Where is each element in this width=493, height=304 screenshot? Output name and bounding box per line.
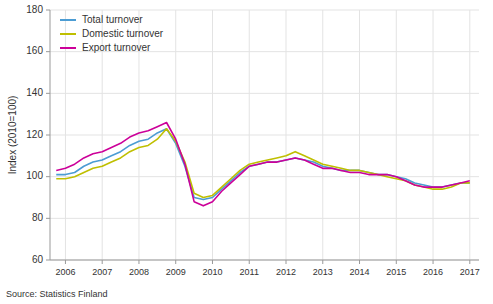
- y-tick-label: 120: [26, 129, 43, 140]
- x-tick-label: 2006: [55, 267, 75, 277]
- x-tick: [469, 260, 470, 264]
- x-tick-label: 2017: [460, 267, 480, 277]
- y-tick: [46, 176, 50, 177]
- y-grid-line: [50, 218, 479, 219]
- grid: [50, 10, 479, 260]
- axes: 60 80 100 120 140 160 180 2006 2007 2008 2009 2010 2…: [26, 4, 480, 277]
- x-grid-line: [433, 10, 434, 260]
- x-tick-label: 2008: [129, 267, 149, 277]
- y-tick: [46, 260, 50, 261]
- y-tick: [46, 10, 50, 11]
- x-tick: [138, 260, 139, 264]
- legend: Total turnover Domestic turnover Export tu…: [60, 14, 164, 53]
- y-tick-label: 80: [32, 212, 44, 223]
- y-tick-label: 60: [32, 254, 44, 265]
- legend-label: Total turnover: [82, 14, 143, 25]
- x-grid-line: [469, 10, 470, 260]
- y-tick-label: 180: [26, 4, 43, 15]
- chart: 60 80 100 120 140 160 180 2006 2007 2008 2009 2010 2…: [0, 0, 493, 304]
- x-grid-line: [175, 10, 176, 260]
- y-axis-line: [50, 10, 51, 260]
- x-tick-label: 2010: [202, 267, 222, 277]
- x-axis-line: [50, 260, 479, 261]
- x-grid-line: [322, 10, 323, 260]
- x-tick: [396, 260, 397, 264]
- x-grid-line: [212, 10, 213, 260]
- x-tick-label: 2007: [92, 267, 112, 277]
- x-tick: [249, 260, 250, 264]
- x-tick-label: 2015: [386, 267, 406, 277]
- x-grid-line: [396, 10, 397, 260]
- y-tick-label: 160: [26, 45, 43, 56]
- legend-label: Export turnover: [82, 42, 151, 53]
- x-tick: [322, 260, 323, 264]
- y-tick-label: 100: [26, 170, 43, 181]
- legend-swatch: [60, 47, 76, 49]
- legend-swatch: [60, 33, 76, 35]
- x-tick: [212, 260, 213, 264]
- y-tick: [46, 51, 50, 52]
- y-grid-line: [50, 176, 479, 177]
- x-tick: [359, 260, 360, 264]
- lines: [56, 123, 470, 206]
- y-grid-line: [50, 10, 479, 11]
- x-tick-label: 2011: [240, 267, 259, 277]
- y-tick: [46, 218, 50, 219]
- x-grid-line: [359, 10, 360, 260]
- y-axis-label: Index (2010=100): [7, 96, 18, 175]
- y-grid-line: [50, 93, 479, 94]
- series-line: [56, 123, 470, 206]
- y-tick: [46, 93, 50, 94]
- source: Source: Statistics Finland: [6, 289, 108, 299]
- y-grid-line: [50, 260, 479, 261]
- x-tick: [286, 260, 287, 264]
- x-tick: [65, 260, 66, 264]
- series-line: [56, 129, 470, 200]
- legend-swatch: [60, 19, 76, 21]
- x-grid-line: [286, 10, 287, 260]
- y-tick: [46, 135, 50, 136]
- x-tick-label: 2013: [313, 267, 333, 277]
- x-tick-label: 2016: [423, 267, 443, 277]
- x-tick-label: 2014: [350, 267, 370, 277]
- x-tick: [433, 260, 434, 264]
- x-grid-line: [249, 10, 250, 260]
- y-grid-line: [50, 135, 479, 136]
- x-tick-label: 2012: [276, 267, 296, 277]
- y-tick-label: 140: [26, 87, 43, 98]
- x-tick: [175, 260, 176, 264]
- legend-label: Domestic turnover: [82, 28, 164, 39]
- x-tick: [102, 260, 103, 264]
- x-tick-label: 2009: [166, 267, 186, 277]
